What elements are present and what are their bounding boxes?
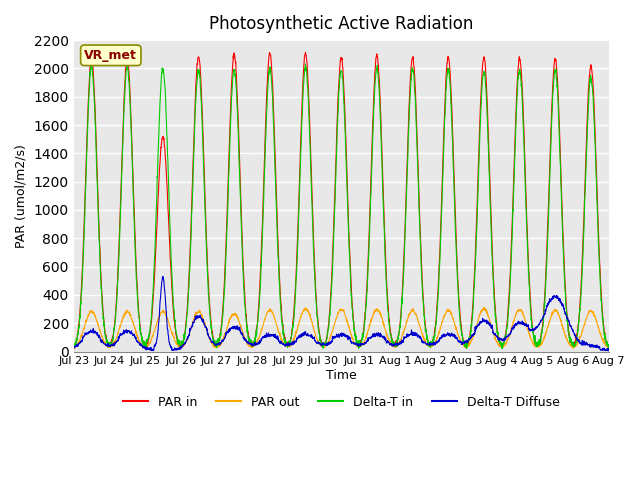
Text: VR_met: VR_met bbox=[84, 49, 137, 62]
Title: Photosynthetic Active Radiation: Photosynthetic Active Radiation bbox=[209, 15, 474, 33]
Y-axis label: PAR (umol/m2/s): PAR (umol/m2/s) bbox=[15, 144, 28, 248]
X-axis label: Time: Time bbox=[326, 369, 356, 382]
Legend: PAR in, PAR out, Delta-T in, Delta-T Diffuse: PAR in, PAR out, Delta-T in, Delta-T Dif… bbox=[118, 391, 564, 414]
